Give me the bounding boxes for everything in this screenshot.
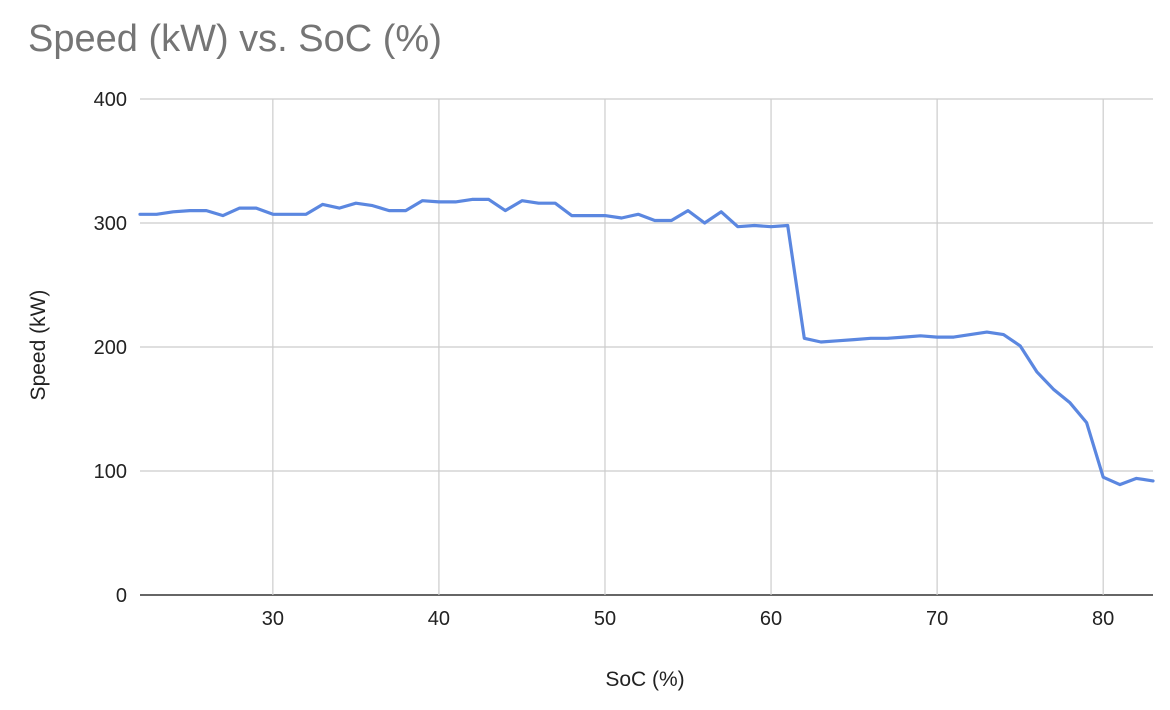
x-tick-label: 80 <box>1092 608 1114 630</box>
series-lines <box>138 197 1155 487</box>
x-tick-label: 50 <box>594 608 616 630</box>
x-tick-label: 60 <box>760 608 782 630</box>
x-tick-label: 70 <box>926 608 948 630</box>
x-axis-title: SoC (%) <box>605 668 684 691</box>
grid-lines <box>140 98 1153 596</box>
tick-labels: 0 100 200 300 400 30 40 50 60 70 80 <box>94 89 1115 630</box>
series-line <box>138 197 1155 487</box>
x-tick-label: 40 <box>428 608 450 630</box>
y-tick-label: 0 <box>116 585 127 607</box>
y-axis-title: Speed (kW) <box>27 290 50 401</box>
x-tick-label: 30 <box>262 608 284 630</box>
y-tick-label: 400 <box>94 89 127 111</box>
y-tick-label: 300 <box>94 213 127 235</box>
chart-title: Speed (kW) vs. SoC (%) <box>28 18 442 60</box>
y-tick-label: 100 <box>94 461 127 483</box>
y-tick-label: 200 <box>94 337 127 359</box>
